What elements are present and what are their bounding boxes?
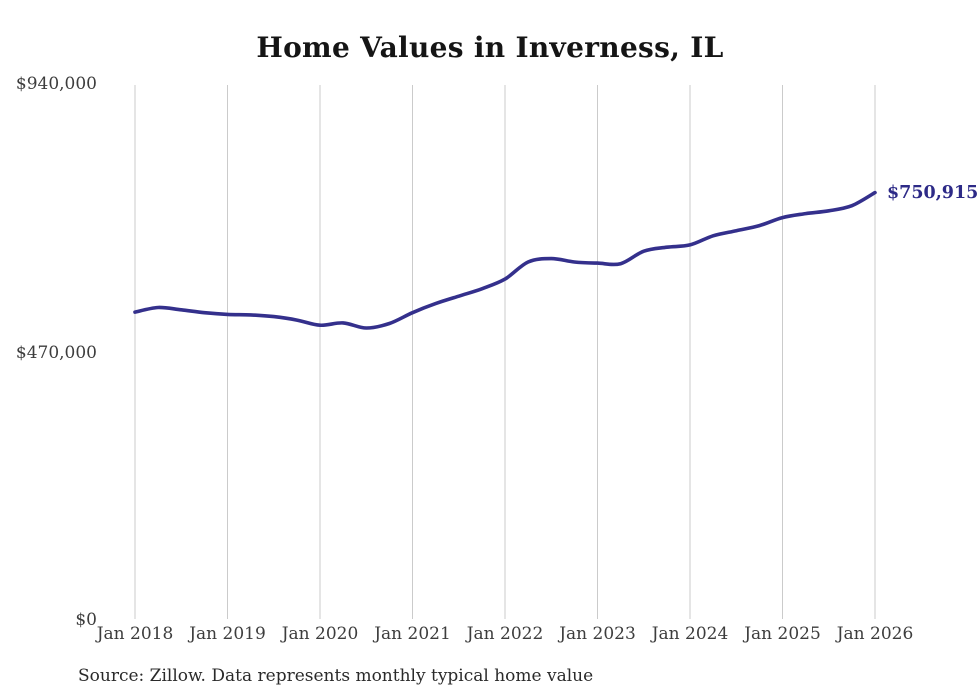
y-axis-tick-label: $940,000 bbox=[15, 74, 97, 94]
latest-value-label: $750,915 bbox=[887, 182, 979, 203]
x-axis-tick-label: Jan 2024 bbox=[651, 624, 729, 644]
x-axis-tick-label: Jan 2026 bbox=[836, 624, 914, 644]
x-axis-tick-label: Jan 2023 bbox=[559, 624, 636, 644]
chart-title: Home Values in Inverness, IL bbox=[256, 31, 724, 64]
x-axis-tick-label: Jan 2019 bbox=[189, 624, 266, 644]
x-axis-tick-label: Jan 2020 bbox=[281, 624, 359, 644]
x-axis-tick-label: Jan 2021 bbox=[374, 624, 451, 644]
source-note: Source: Zillow. Data represents monthly … bbox=[78, 666, 594, 686]
x-axis-tick-label: Jan 2025 bbox=[744, 624, 821, 644]
y-axis-tick-label: $0 bbox=[75, 610, 97, 630]
y-axis-tick-label: $470,000 bbox=[15, 342, 97, 363]
x-axis-tick-label: Jan 2022 bbox=[466, 624, 544, 644]
x-axis-tick-label: Jan 2018 bbox=[96, 624, 174, 644]
home-value-line bbox=[133, 190, 877, 330]
